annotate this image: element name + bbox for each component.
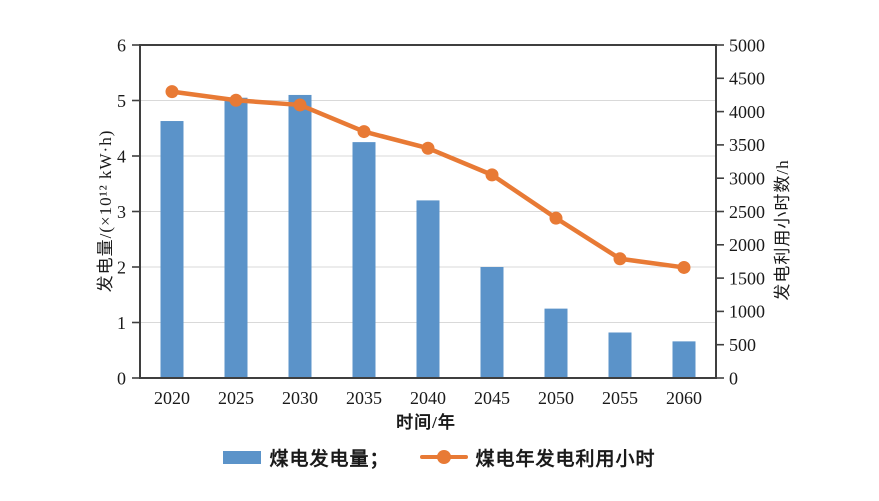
x-tick-label: 2035 — [346, 388, 382, 408]
right-tick-label: 4500 — [729, 69, 765, 89]
legend: 煤电发电量； 煤电年发电利用小时 — [0, 443, 879, 471]
bar-swatch-icon — [223, 450, 262, 464]
line-marker-swatch-icon — [419, 450, 468, 464]
legend-item-bar: 煤电发电量； — [223, 444, 389, 471]
bar-2035 — [352, 142, 376, 378]
left-tick-label: 2 — [117, 257, 126, 277]
right-tick-label: 4000 — [729, 102, 765, 122]
right-tick-label: 2000 — [729, 235, 765, 255]
bar-2045 — [480, 267, 504, 378]
bar-2025 — [224, 97, 248, 378]
x-tick-label: 2025 — [218, 388, 254, 408]
line-marker-2025 — [229, 93, 243, 107]
left-tick-label: 1 — [117, 313, 126, 333]
right-tick-label: 1500 — [729, 268, 765, 288]
x-tick-label: 2020 — [154, 388, 190, 408]
right-tick-label: 0 — [729, 368, 738, 388]
x-tick-label: 2030 — [282, 388, 318, 408]
right-tick-label: 2500 — [729, 202, 765, 222]
line-marker-2050 — [549, 211, 563, 225]
bar-2055 — [608, 332, 632, 378]
right-tick-label: 3000 — [729, 169, 765, 189]
x-axis-title: 时间/年 — [396, 413, 456, 432]
x-tick-label: 2045 — [474, 388, 510, 408]
line-marker-2020 — [165, 85, 179, 99]
left-tick-label: 6 — [117, 35, 126, 55]
line-marker-2045 — [485, 168, 499, 182]
legend-line-label: 煤电年发电利用小时 — [475, 448, 656, 470]
right-tick-label: 3500 — [729, 135, 765, 155]
legend-bar-label: 煤电发电量； — [269, 448, 390, 470]
legend-item-line: 煤电年发电利用小时 — [419, 444, 656, 471]
left-tick-label: 5 — [117, 91, 126, 111]
line-marker-2055 — [613, 252, 627, 266]
left-axis-title: 发电量/(×10¹² kW·h) — [96, 129, 115, 293]
right-tick-label: 1000 — [729, 302, 765, 322]
x-tick-label: 2060 — [666, 388, 702, 408]
left-tick-label: 4 — [117, 146, 126, 166]
right-axis-title: 发电利用小时数/h — [773, 159, 792, 301]
bar-2030 — [288, 94, 312, 378]
bar-2020 — [160, 121, 184, 378]
line-marker-2060 — [677, 260, 691, 274]
x-tick-label: 2050 — [538, 388, 574, 408]
left-tick-label: 3 — [117, 202, 126, 222]
left-tick-label: 0 — [117, 368, 126, 388]
bar-2060 — [672, 341, 696, 378]
x-tick-label: 2055 — [602, 388, 638, 408]
line-marker-2040 — [421, 141, 435, 155]
right-tick-label: 500 — [729, 335, 756, 355]
bar-2040 — [416, 200, 440, 378]
bar-2050 — [544, 308, 568, 378]
line-marker-2035 — [357, 125, 371, 139]
right-tick-label: 5000 — [729, 35, 765, 55]
x-tick-label: 2040 — [410, 388, 446, 408]
line-marker-2030 — [293, 98, 307, 112]
